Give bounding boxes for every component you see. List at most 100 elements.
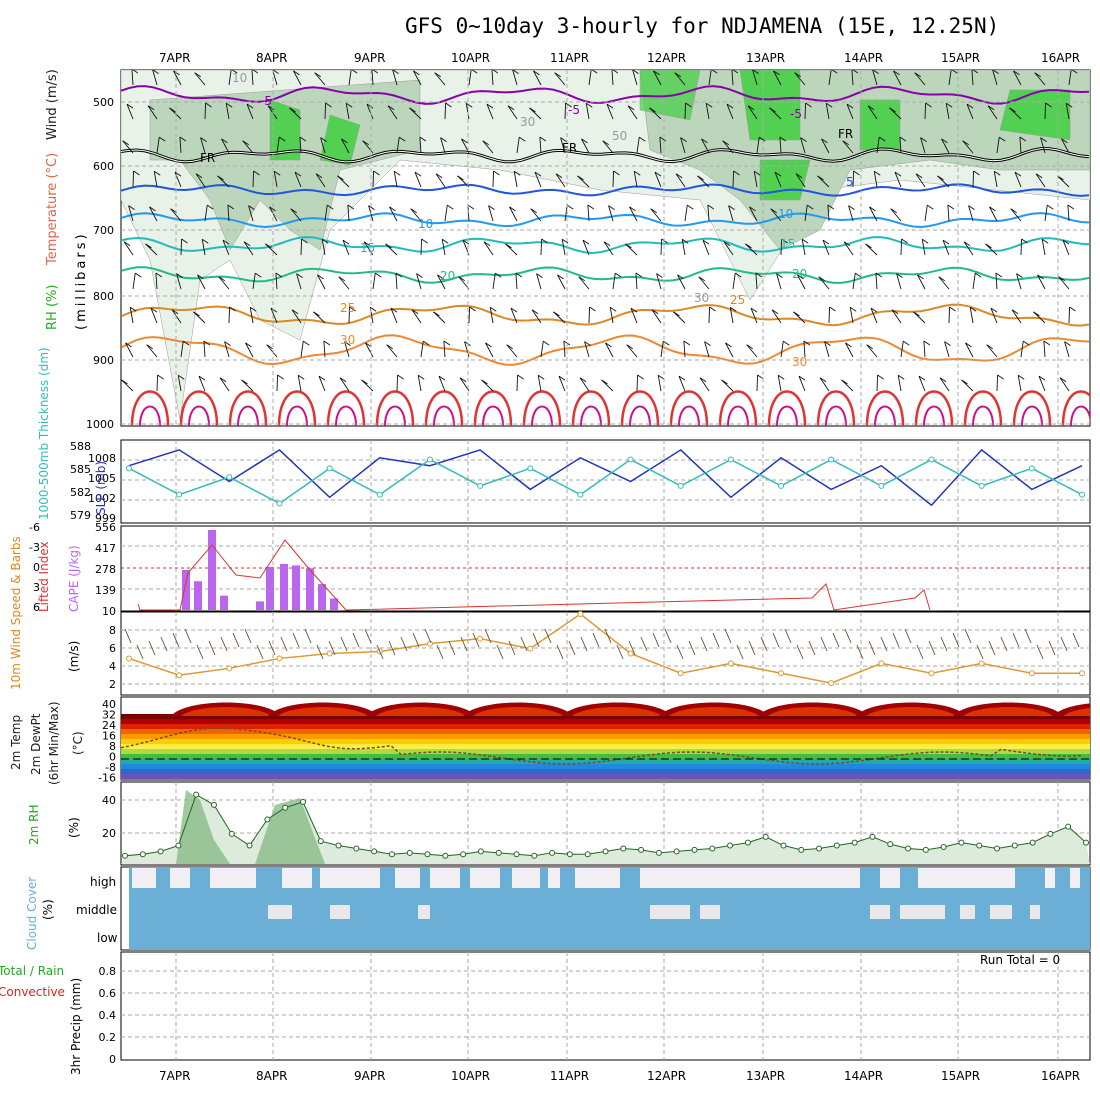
pressure-tick: 1000 [86, 418, 114, 431]
wind-barb [1009, 107, 1022, 120]
wind10-tick: 6 [109, 642, 116, 655]
wind-barb-flag [872, 70, 879, 74]
surface-arch-inner [1070, 405, 1090, 426]
wind-barb-flag [437, 274, 444, 280]
top-date-axis: 7APR 8APR 9APR 10APR 11APR 12APR 13APR 14APR 15A… [159, 51, 1080, 65]
wind-barb [942, 239, 950, 256]
wind-barb [555, 173, 566, 188]
surface-arch-inner [139, 405, 161, 426]
cloud-mid-gap [650, 905, 690, 919]
wind-barb [579, 377, 590, 392]
rh2m-point [264, 816, 271, 823]
thickness-line-point [376, 491, 383, 498]
wind-barb [773, 70, 782, 86]
wind10-line-point [276, 655, 283, 662]
wind-barb-flag [266, 344, 273, 350]
wind-barb-flag [657, 374, 665, 380]
wind-barb-flag [878, 136, 886, 142]
wind-barb-flag [386, 344, 393, 350]
wind-barb-flag [877, 374, 884, 380]
wind-barb [722, 140, 734, 154]
upper-pressure-axis: 500 600 700 800 900 1000 [86, 96, 114, 431]
wind-barb-flag [517, 374, 524, 380]
wind-barb [726, 103, 734, 120]
wind10-barb [712, 632, 720, 648]
top-date-label: 15APR [941, 51, 980, 65]
wind-barb-flag [512, 70, 519, 74]
wind10-barb [1060, 636, 1068, 652]
wind-barb [204, 102, 207, 120]
wind-barb-flag [635, 272, 643, 278]
thickness-tick: 582 [70, 486, 91, 499]
wind-barb [649, 107, 662, 120]
wind-barb [821, 138, 830, 154]
rh2m-tick: 20 [102, 827, 116, 840]
wind10-line-point [1028, 670, 1035, 677]
wind-barb [465, 103, 470, 120]
wind-barb [996, 374, 999, 392]
wind-barb-flag [529, 107, 536, 113]
wind-barb [492, 170, 495, 188]
rh2m-peak [176, 790, 230, 864]
wind-barb-flag [132, 70, 139, 74]
wind-barb-flag [614, 272, 622, 278]
wind-barb [603, 241, 614, 256]
wind-barb-flag [297, 374, 305, 380]
wind-barb-flag [536, 273, 543, 278]
wind10-barb [424, 628, 432, 644]
wind-barb [1040, 137, 1046, 154]
wind-barb-flag [443, 340, 451, 346]
wind-barb-flag [176, 273, 183, 278]
cloud-mid-gap [990, 905, 1012, 919]
precip-label: 3hr Precip (mm) [69, 978, 83, 1075]
wind-barb-flag [510, 307, 518, 313]
wind10-barb [856, 644, 864, 660]
wind-barb-flag [541, 238, 548, 244]
wind-barb-flag [338, 276, 345, 282]
temp-bands [121, 702, 1090, 780]
temperature-label: Temperature (°C) [45, 153, 60, 266]
wind-barb [680, 137, 686, 154]
wind-barb [564, 205, 568, 222]
pressure-label: (millibars) [74, 231, 89, 330]
wind-barb [659, 137, 662, 154]
wind-barb [923, 341, 926, 358]
wind-barb-flag [249, 306, 257, 312]
wind-barb-flag [801, 238, 809, 244]
wind-barb-flag [441, 238, 449, 244]
wind-barb-flag [205, 102, 212, 108]
wind-barb [731, 70, 734, 86]
top-date-label: 11APR [550, 51, 589, 65]
wind-barb-flag [662, 340, 670, 346]
wind-barb-flag [845, 342, 852, 348]
thickness-line-point [276, 500, 283, 507]
wind-barb [849, 307, 854, 324]
cloud-mid-gap [1030, 905, 1040, 919]
wind-barb-flag [993, 170, 1001, 176]
wind-barb-flag [771, 309, 779, 315]
rh2m-point [869, 833, 876, 840]
precip-tick: 0.2 [99, 1031, 117, 1044]
wind-barb-flag [707, 204, 715, 210]
wind-barb [986, 344, 998, 358]
wind-barb [505, 243, 518, 256]
wind-barb [867, 105, 878, 120]
wind-barb-flag [542, 340, 550, 346]
wind-barb-flag [561, 238, 569, 244]
wind-barb-flag [265, 243, 272, 249]
wind-barb [963, 241, 974, 256]
wind-barb [939, 377, 950, 392]
wind-barb-flag [413, 70, 420, 76]
wind-barb [1058, 276, 1070, 290]
wind-barb-flag [121, 379, 128, 385]
wind-barb [228, 306, 231, 324]
wind10-barb [268, 640, 276, 656]
wind-barb-flag [995, 272, 1003, 278]
wind-barb [387, 105, 398, 120]
contour-label: -5 [260, 94, 272, 108]
wind-barb-flag [385, 243, 392, 249]
wind-barb-flag [411, 309, 419, 315]
wind-barb-flag [293, 70, 300, 76]
cape-bar [292, 565, 300, 610]
wind10-barb [448, 640, 456, 656]
